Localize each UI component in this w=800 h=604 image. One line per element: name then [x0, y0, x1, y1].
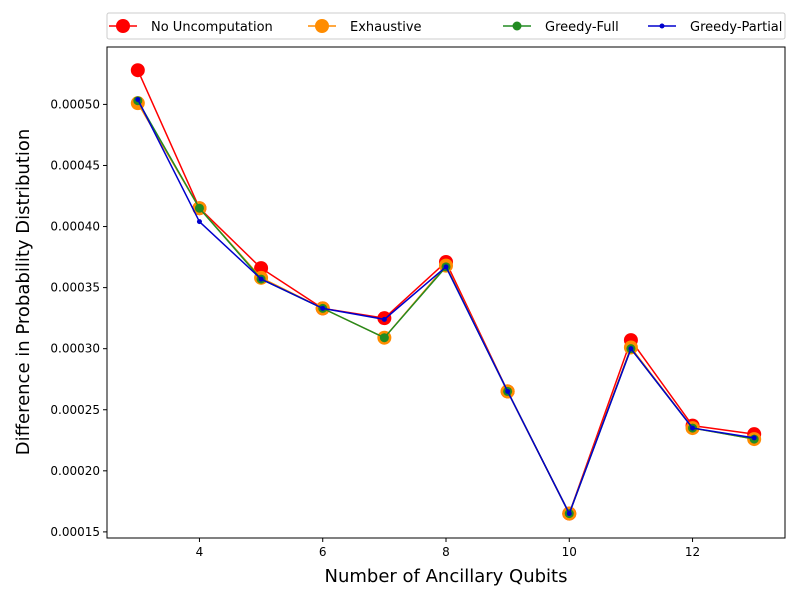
chart-marks [130, 63, 762, 521]
y-axis-label: Difference in Probability Distribution [13, 129, 34, 456]
x-tick-label: 6 [319, 545, 327, 559]
data-point [130, 63, 145, 78]
x-tick-label: 10 [562, 545, 577, 559]
data-point [379, 333, 389, 343]
series-greedy-full [133, 96, 759, 519]
data-point [505, 388, 511, 394]
chart-axes: 4 6 8 10 12 0.00015 0.00020 0.00025 0.00030 0.000… [50, 97, 700, 559]
y-tick-label: 0.00030 [50, 342, 100, 356]
legend-entry: Greedy-Partial [648, 20, 782, 35]
y-tick-label: 0.00020 [50, 464, 100, 478]
data-point [254, 261, 269, 276]
x-tick-label: 12 [685, 545, 700, 559]
legend-label: Exhaustive [350, 20, 422, 35]
x-axis-label: Number of Ancillary Qubits [325, 566, 568, 587]
data-point [628, 346, 634, 352]
series-line [137, 99, 755, 515]
data-point [196, 219, 202, 225]
legend-entry: Exhaustive [308, 19, 422, 35]
legend: No Uncomputation Exhaustive Greedy-Full Gre… [106, 12, 786, 40]
data-point [258, 276, 264, 282]
legend-marker [659, 23, 665, 29]
data-point [194, 203, 204, 213]
data-point [320, 305, 326, 311]
y-tick-label: 0.00040 [50, 220, 100, 234]
x-tick-label: 4 [196, 545, 204, 559]
series-exhaustive [130, 96, 762, 521]
series-greedy-partial [135, 97, 757, 517]
y-tick-label: 0.00050 [50, 97, 100, 111]
plot-frame [106, 46, 786, 539]
data-point [690, 425, 696, 431]
legend-marker [512, 21, 522, 31]
legend-box [106, 12, 786, 40]
y-tick-label: 0.00025 [50, 403, 100, 417]
legend-entry: Greedy-Full [503, 20, 619, 35]
legend-label: Greedy-Full [545, 20, 619, 35]
data-point [443, 264, 449, 270]
series-no-uncomputation [130, 63, 762, 521]
legend-marker [116, 19, 130, 33]
legend-label: Greedy-Partial [690, 20, 782, 35]
y-tick-label: 0.00035 [50, 281, 100, 295]
data-point [135, 97, 141, 103]
data-point [381, 316, 387, 322]
data-point [751, 435, 757, 441]
y-tick-label: 0.00045 [50, 158, 100, 172]
legend-marker [315, 19, 329, 33]
series-line [137, 100, 755, 515]
x-tick-label: 8 [442, 545, 450, 559]
legend-label: No Uncomputation [151, 20, 273, 35]
series-line [137, 102, 755, 515]
legend-entry: No Uncomputation [109, 19, 273, 35]
y-tick-label: 0.00015 [50, 525, 100, 539]
series-line [137, 69, 755, 515]
data-point [566, 511, 572, 517]
